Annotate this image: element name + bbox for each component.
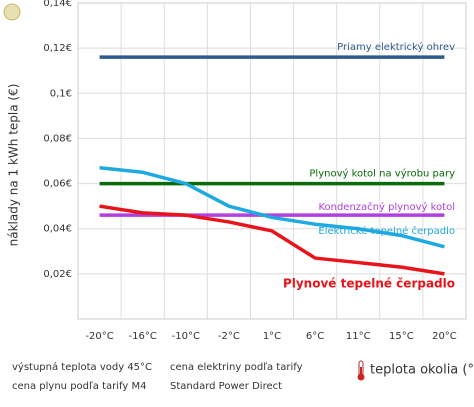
y-tick-label: 0,14€	[43, 0, 72, 9]
series-label: Plynové tepelné čerpadlo	[283, 276, 455, 290]
x-tick-label: 20°C	[432, 331, 457, 342]
x-tick-label: 1°C	[263, 331, 281, 342]
plot-border	[77, 2, 467, 320]
y-tick-label: 0,1€	[50, 88, 72, 99]
note: Standard Power Direct	[170, 381, 282, 392]
x-tick-label: 11°C	[346, 331, 371, 342]
x-tick-label: 6°C	[306, 331, 324, 342]
series-label: Plynový kotol na výrobu pary	[309, 168, 455, 180]
coin-icon	[3, 3, 21, 21]
series-line	[99, 166, 445, 249]
thermometer-icon	[357, 360, 365, 381]
x-tick-label: -16°C	[129, 331, 157, 342]
series-line	[99, 204, 445, 276]
note: cena plynu podľa tarify M4	[12, 381, 146, 392]
y-tick-label: 0,04€	[43, 224, 72, 235]
y-tick-label: 0,08€	[43, 133, 72, 144]
series-label: Kondenzačný plynový kotol	[318, 201, 455, 213]
series-label: Elektrické tepelné čerpadlo	[318, 225, 455, 237]
y-axis-title: náklady na 1 kWh tepla (€)	[7, 84, 21, 247]
x-tick-label: -10°C	[172, 331, 200, 342]
note: výstupná teplota vody 45°C	[12, 361, 152, 373]
note: cena elektriny podľa tarify	[170, 362, 303, 373]
series-label: Priamy elektrický ohrev	[337, 41, 455, 53]
x-axis-title: teplota okolia (°C)	[370, 363, 474, 378]
y-tick-label: 0,02€	[43, 269, 72, 280]
x-tick-label: 15°C	[389, 331, 414, 342]
y-tick-label: 0,06€	[43, 179, 72, 190]
y-tick-label: 0,12€	[43, 43, 72, 54]
x-tick-label: -2°C	[218, 331, 240, 342]
x-tick-label: -20°C	[85, 331, 113, 342]
